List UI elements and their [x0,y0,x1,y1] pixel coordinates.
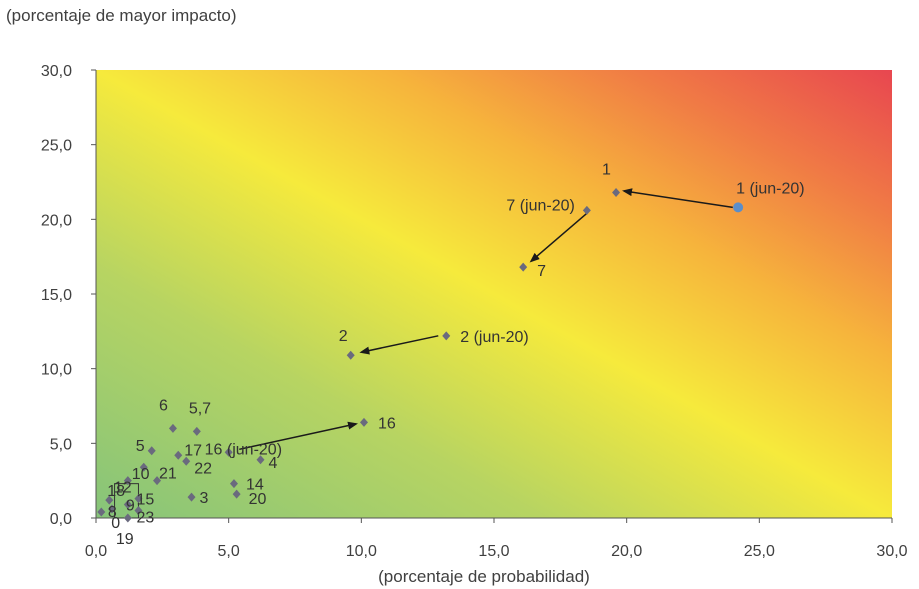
data-label: 2 [339,328,348,345]
data-label: 0 [111,515,120,532]
arrow [359,335,439,355]
data-points [97,187,744,523]
y-tick-label: 10,0 [41,362,72,379]
data-point [582,205,591,215]
arrow [529,212,588,263]
data-point [107,504,116,514]
data-point [346,350,355,360]
y-tick-label: 15,0 [41,287,72,304]
data-point [733,202,744,213]
data-label: 22 [194,460,212,477]
data-label: 16 [378,415,396,432]
data-label: 7 (jun-20) [506,197,574,214]
data-label: 15 [136,492,154,509]
data-point [182,456,191,466]
data-label: 14 [246,477,264,494]
data-point [147,446,156,456]
data-label: 1 [602,161,611,178]
x-tick-label: 10,0 [346,543,377,560]
data-label: 7 [537,263,546,280]
data-point [442,331,451,341]
data-label: 3 [200,490,209,507]
data-label: 23 [136,510,154,527]
arrow [239,421,358,451]
data-point [168,423,177,433]
arrow [622,188,733,209]
data-point [153,476,162,486]
y-tick-label: 0,0 [50,511,72,528]
y-tick-label: 5,0 [50,436,72,453]
x-tick-label: 25,0 [744,543,775,560]
data-point [134,494,143,504]
x-tick-label: 5,0 [218,543,240,560]
y-tick-label: 20,0 [41,212,72,229]
x-axis-label: (porcentaje de probabilidad) [378,567,590,586]
data-label: 10 [132,466,150,483]
data-point [612,187,621,197]
data-point [224,447,233,457]
x-tick-label: 15,0 [478,543,509,560]
arrows [114,188,733,519]
data-label: 4 [269,455,278,472]
data-point [139,462,148,472]
data-point [123,513,132,523]
data-point [359,417,368,427]
data-point [97,507,106,517]
data-point [187,492,196,502]
data-point [192,426,201,436]
data-label: 20 [249,491,267,508]
data-label: 6 [159,397,168,414]
data-label: 5,7 [189,400,211,417]
data-label: 16 (jun-20) [205,441,282,458]
data-label: 2 (jun-20) [460,329,528,346]
data-point [229,479,238,489]
y-tick-label: 25,0 [41,138,72,155]
x-tick-label: 30,0 [876,543,907,560]
data-label: 8 [108,504,117,521]
data-label: 5 [136,438,145,455]
data-point [123,500,132,510]
data-label: 12 [114,480,132,497]
data-point [256,455,265,465]
axes: 0,0 5,0 10,0 15,0 20,0 25,0 30,0 0,0 5,0 10,0 15,0… [41,63,908,560]
data-label: 18 [107,483,125,500]
data-point [174,450,183,460]
y-axis-label: (porcentaje de mayor impacto) [6,6,237,25]
data-label: 21 [159,466,177,483]
data-label: 1 (jun-20) [736,180,804,197]
x-tick-label: 20,0 [611,543,642,560]
data-point [105,495,114,505]
data-label: 9 [126,498,135,515]
data-label: 17 [184,442,202,459]
data-point [134,506,143,516]
x-tick-label: 0,0 [85,543,107,560]
data-point [519,262,528,272]
plot-background [96,70,892,518]
data-label: 19 [116,531,134,548]
data-point [232,489,241,499]
y-tick-label: 30,0 [41,63,72,80]
data-point [123,476,132,486]
